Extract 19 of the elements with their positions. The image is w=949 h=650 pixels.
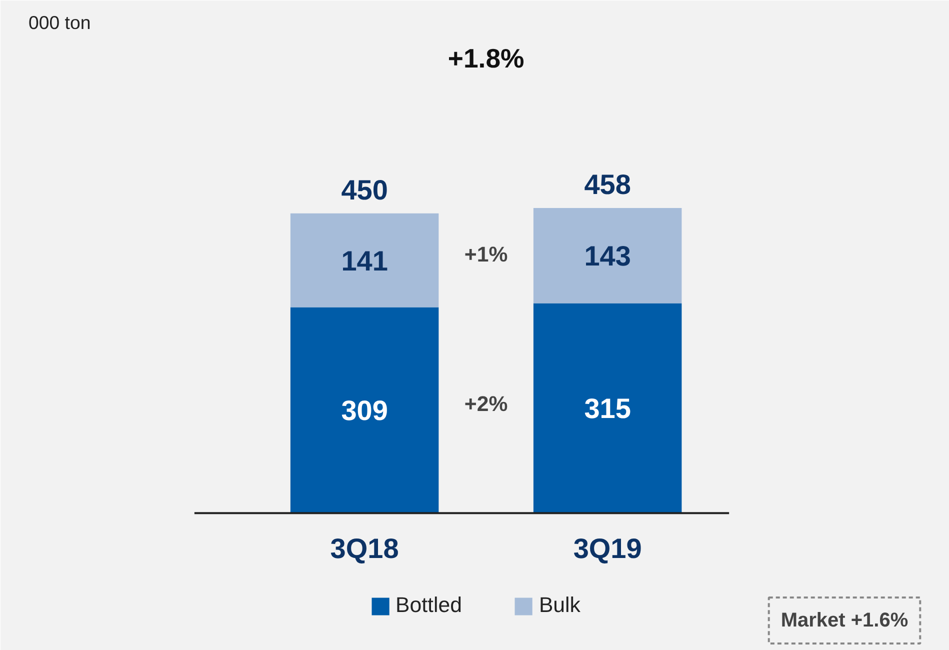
data-label: 315 [584, 393, 631, 424]
x-tick-label: 3Q18 [330, 533, 399, 564]
bar [290, 213, 439, 308]
bar [533, 208, 682, 304]
total-label: 450 [341, 174, 388, 206]
text: 000 ton [28, 12, 91, 33]
data-label: 143 [584, 240, 631, 272]
bar [290, 307, 439, 514]
data-label: 309 [341, 395, 388, 426]
data-label: 141 [341, 245, 388, 276]
x-tick-label: 3Q19 [573, 533, 642, 564]
legend-label: Bulk [538, 593, 580, 618]
text: Market +1.6% [780, 610, 908, 632]
text: +1.8% [448, 44, 524, 74]
bar [533, 303, 682, 514]
total-label: 458 [584, 169, 631, 200]
annotation: +2% [464, 392, 508, 416]
legend-label: Bottled [396, 593, 462, 618]
annotation: +1% [464, 242, 508, 266]
